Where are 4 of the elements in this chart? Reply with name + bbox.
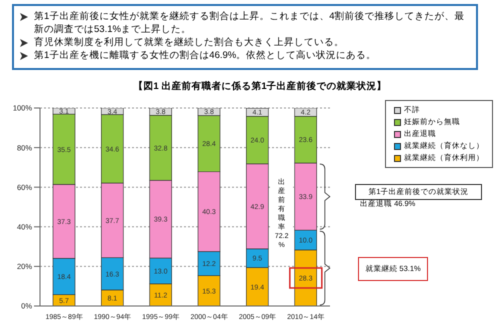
text: 第1子出産前後に女性が就業を継続する割合は上昇。これまでは、4割前後で推移してきたが、最新の調査では53.1%まで上昇した。	[34, 10, 466, 36]
text: 育児休業制度を利用して就業を継続した割合も大きく上昇している。	[34, 36, 344, 49]
text: 第1子出産を機に離職する女性の割合は46.9%。依然として高い状況にある。	[34, 49, 376, 62]
chart-title: 【図1 出産前有職者に係る第1子出産前後での就業状況】	[132, 80, 388, 93]
